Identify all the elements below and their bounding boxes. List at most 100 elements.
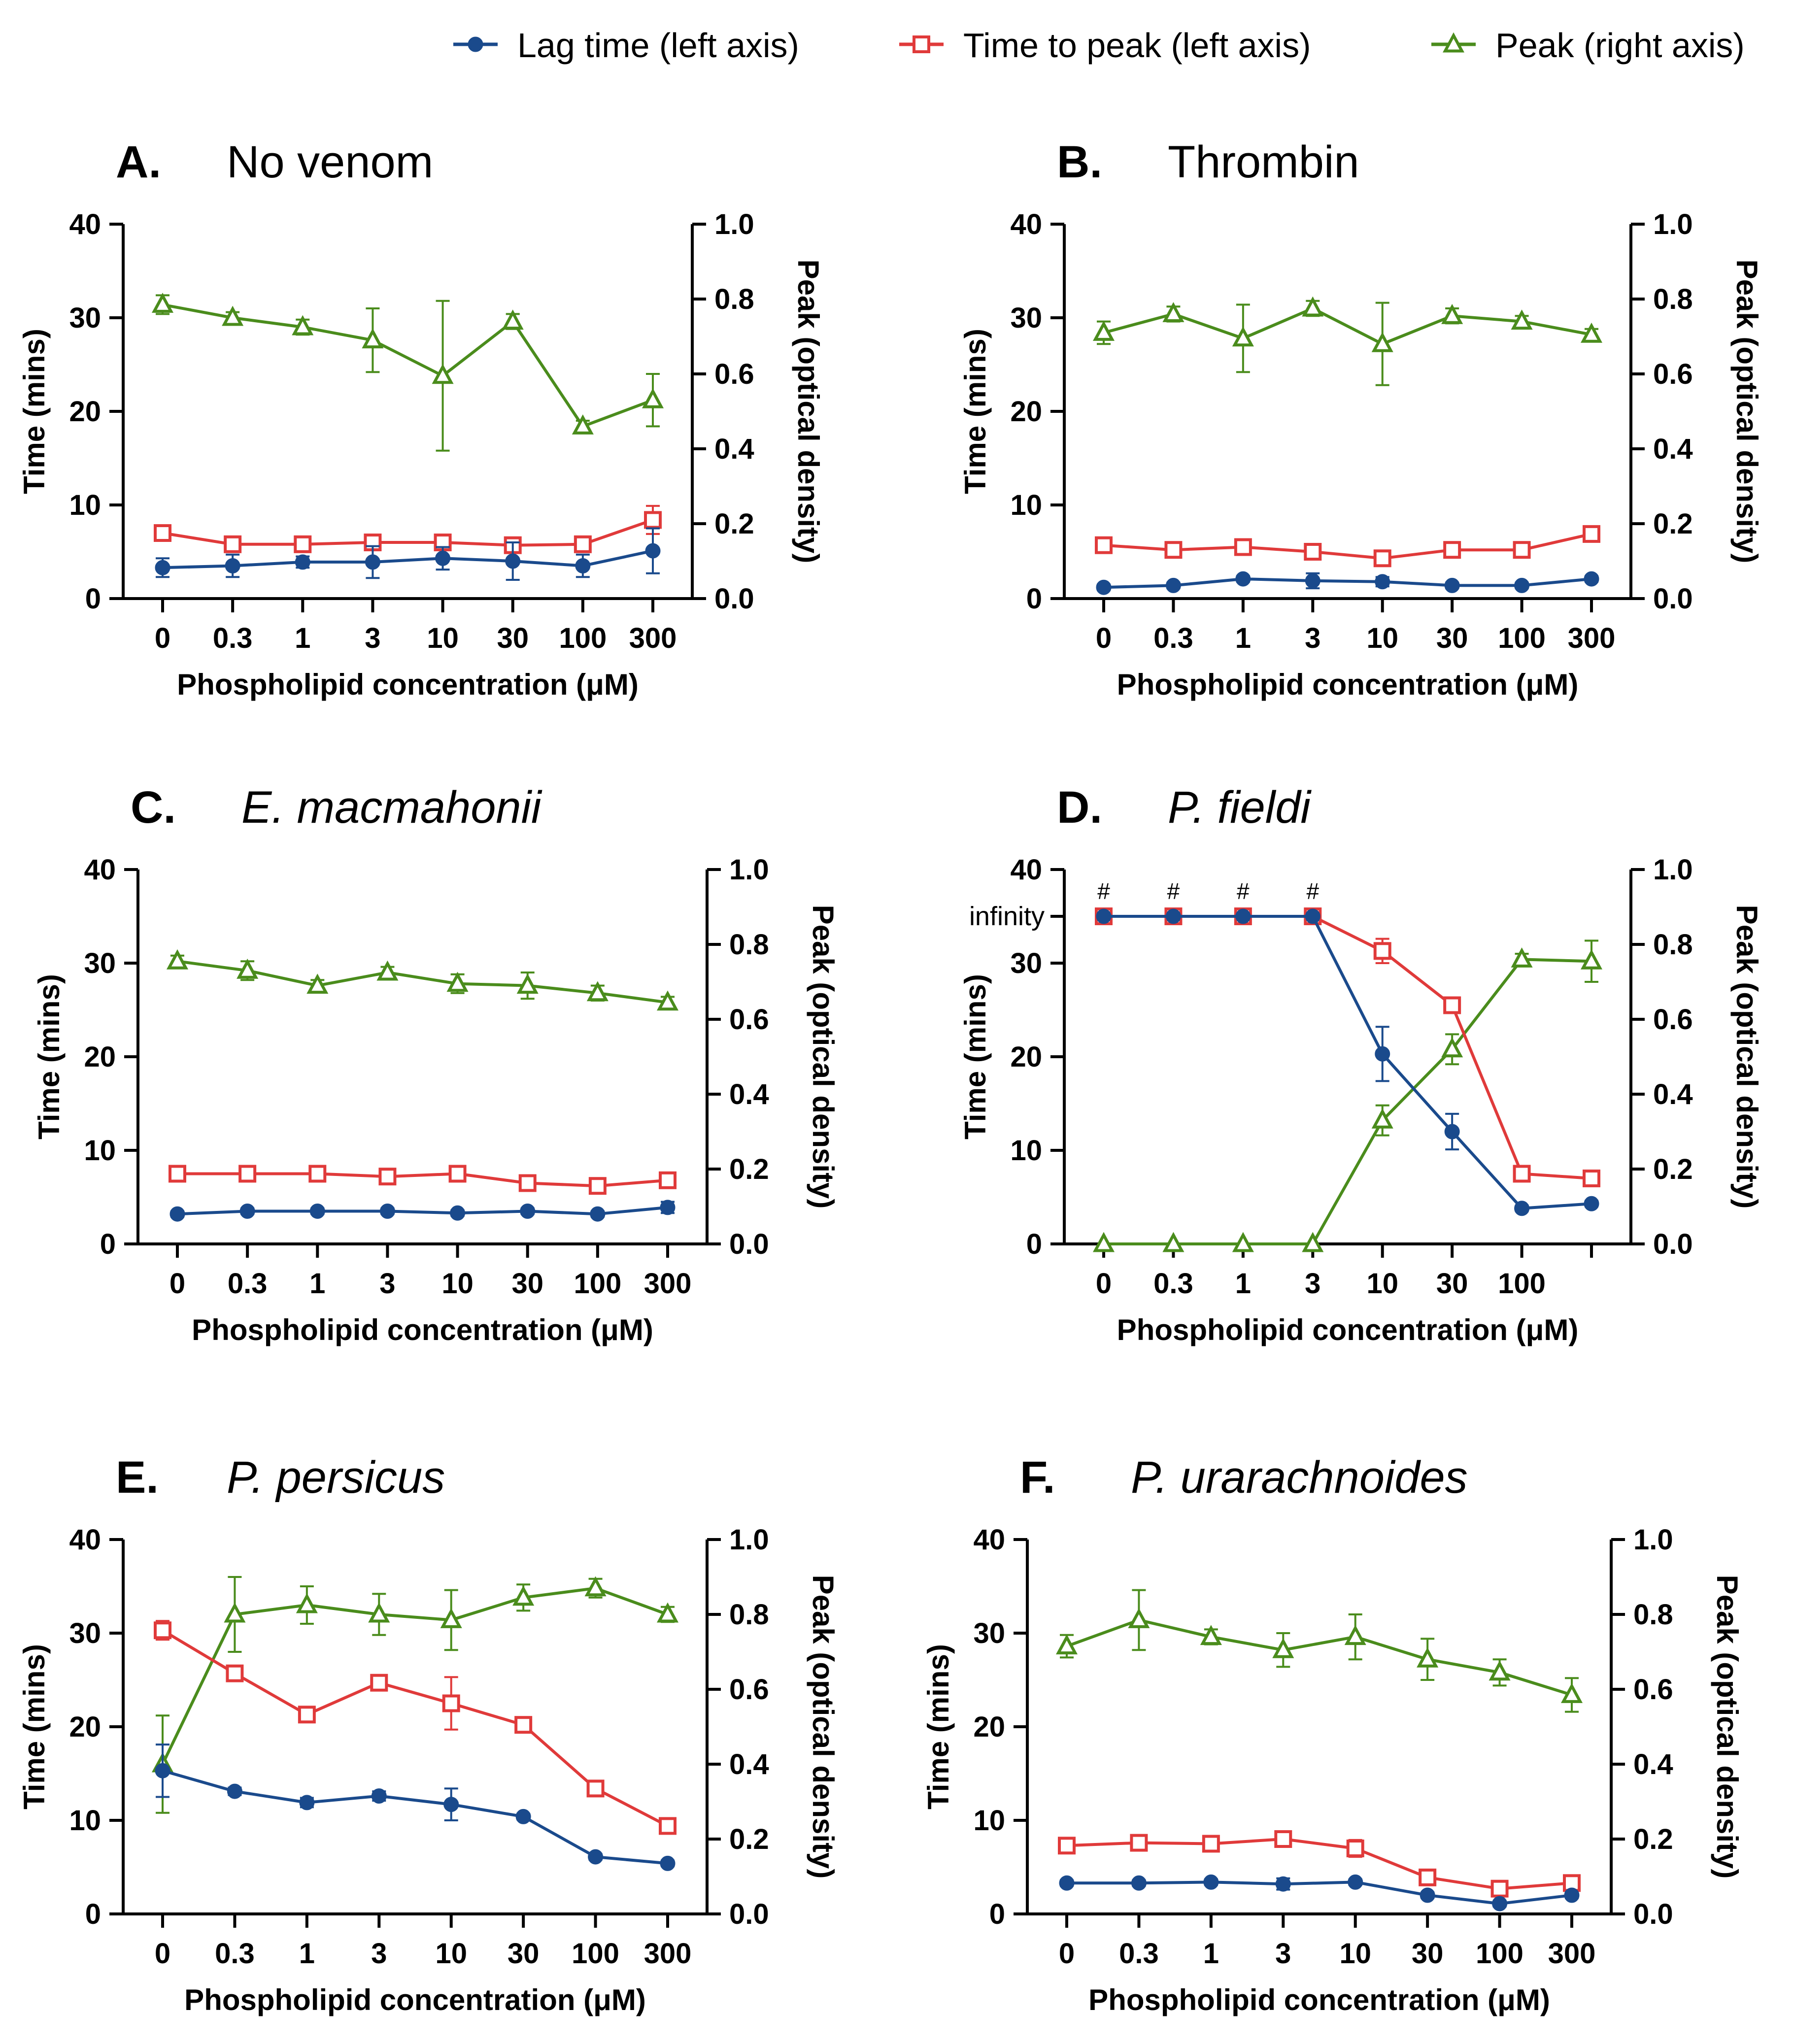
x-tick-label: 30: [1436, 1268, 1468, 1300]
x-tick-label: 3: [365, 622, 380, 654]
right-tick-label: 0.6: [729, 1004, 769, 1036]
series-lag: [169, 1200, 676, 1222]
point-peak: [432, 364, 454, 384]
point-peak: [1489, 1660, 1511, 1681]
point-peak: [1055, 1634, 1078, 1655]
right-tick-label: 0.8: [729, 1599, 769, 1631]
hash-mark: #: [1167, 878, 1180, 904]
series-line: [1066, 1618, 1572, 1697]
point-ttp: [442, 1694, 460, 1712]
point-lag: [227, 1783, 242, 1799]
point-peak: [656, 1602, 679, 1623]
right-tick-label: 0.8: [714, 283, 754, 315]
series-line: [1103, 577, 1592, 589]
x-tick-label: 0: [155, 1938, 170, 1970]
point-peak: [1302, 296, 1324, 317]
point-ttp: [644, 511, 662, 529]
x-tick-label: 100: [1498, 622, 1546, 654]
panel-letter: B.: [1057, 137, 1102, 187]
legend-marker-ttp: [913, 35, 930, 53]
right-tick-label: 0.6: [1653, 1004, 1693, 1036]
right-tick-label: 0.6: [714, 358, 754, 390]
point-peak: [151, 293, 174, 313]
x-tick-label: 300: [644, 1938, 692, 1970]
point-peak: [1092, 321, 1115, 341]
right-tick-label: 0.0: [729, 1898, 769, 1930]
x-tick-label: 0.3: [215, 1938, 255, 1970]
right-tick-label: 0.0: [714, 583, 754, 615]
series-line: [1103, 307, 1592, 346]
point-lag: [1305, 573, 1320, 589]
point-peak: [1441, 1037, 1463, 1058]
right-tick-label: 1.0: [729, 1524, 769, 1556]
point-lag: [1514, 577, 1530, 593]
x-tick-label: 0.3: [228, 1268, 268, 1300]
x-axis-label: Phospholipid concentration (μM): [1117, 668, 1579, 701]
point-lag: [1584, 571, 1599, 587]
point-lag: [1235, 571, 1251, 587]
point-peak: [502, 309, 524, 330]
legend-label: Time to peak (left axis): [963, 26, 1311, 65]
series-lag: [155, 527, 661, 581]
right-tick-label: 0.6: [729, 1674, 769, 1706]
left-tick-label: 20: [69, 1711, 101, 1743]
x-tick-label: 100: [1498, 1268, 1546, 1300]
point-lag: [1131, 1875, 1147, 1891]
series-lag: [155, 1743, 676, 1871]
point-lag: [1165, 577, 1181, 593]
point-peak: [368, 1602, 390, 1623]
point-lag: [379, 1204, 395, 1219]
point-lag: [1235, 908, 1251, 924]
legend-label: Peak (right axis): [1495, 26, 1745, 65]
point-lag: [1203, 1874, 1219, 1890]
point-lag: [365, 554, 380, 570]
point-lag: [371, 1788, 387, 1804]
x-tick-label: 300: [644, 1268, 692, 1300]
panel-a: A. No venom 0 10 20 30 40 0.0 0.2 0.4 0.6 0.8 1.0 0 0.…: [18, 137, 825, 701]
point-peak: [1344, 1625, 1366, 1645]
x-tick-label: 0: [169, 1268, 185, 1300]
left-tick-label: 30: [1010, 947, 1042, 979]
point-peak: [1128, 1608, 1150, 1628]
right-tick-label: 0.0: [729, 1228, 769, 1260]
point-lag: [1165, 908, 1181, 924]
left-tick-label: 0: [1026, 1228, 1042, 1260]
point-lag: [520, 1204, 536, 1219]
left-tick-label: 0: [100, 1228, 116, 1260]
panel-title: P. fieldi: [1168, 782, 1312, 833]
point-ttp: [1202, 1835, 1220, 1853]
left-tick-label: 20: [69, 396, 101, 428]
left-tick-label: 10: [973, 1805, 1005, 1837]
right-tick-label: 0.6: [1633, 1674, 1673, 1706]
x-tick-label: 10: [441, 1268, 474, 1300]
point-ttp: [224, 535, 242, 553]
point-ttp: [298, 1706, 316, 1724]
point-lag: [225, 558, 240, 573]
point-peak: [584, 1576, 607, 1597]
point-ttp: [1513, 1165, 1531, 1183]
right-tick-label: 0.0: [1633, 1898, 1673, 1930]
point-ttp: [1513, 541, 1531, 559]
left-axis-label: Time (mins): [922, 1644, 955, 1809]
point-peak: [446, 972, 469, 992]
point-peak: [1162, 1232, 1185, 1252]
series-line: [162, 1629, 669, 1828]
series-ttp: [169, 1165, 677, 1195]
point-peak: [1272, 1638, 1294, 1658]
point-peak: [237, 958, 259, 979]
point-ttp: [1443, 996, 1461, 1014]
x-tick-label: 300: [1548, 1938, 1596, 1970]
panel-e: E. P. persicus0102030400.00.20.40.60.81.0…: [18, 1452, 840, 2016]
right-tick-label: 0.2: [1653, 508, 1693, 540]
left-tick-label: 40: [973, 1524, 1005, 1556]
point-ttp: [448, 1165, 467, 1183]
x-tick-label: 30: [508, 1938, 540, 1970]
left-tick-label: 10: [69, 489, 101, 521]
point-lag: [660, 1200, 676, 1215]
point-lag: [575, 558, 591, 573]
x-axis-label: Phospholipid concentration (μM): [192, 1313, 653, 1346]
left-tick-label: 0: [989, 1898, 1005, 1930]
series-peak: [151, 1576, 679, 1814]
point-peak: [1162, 302, 1185, 322]
